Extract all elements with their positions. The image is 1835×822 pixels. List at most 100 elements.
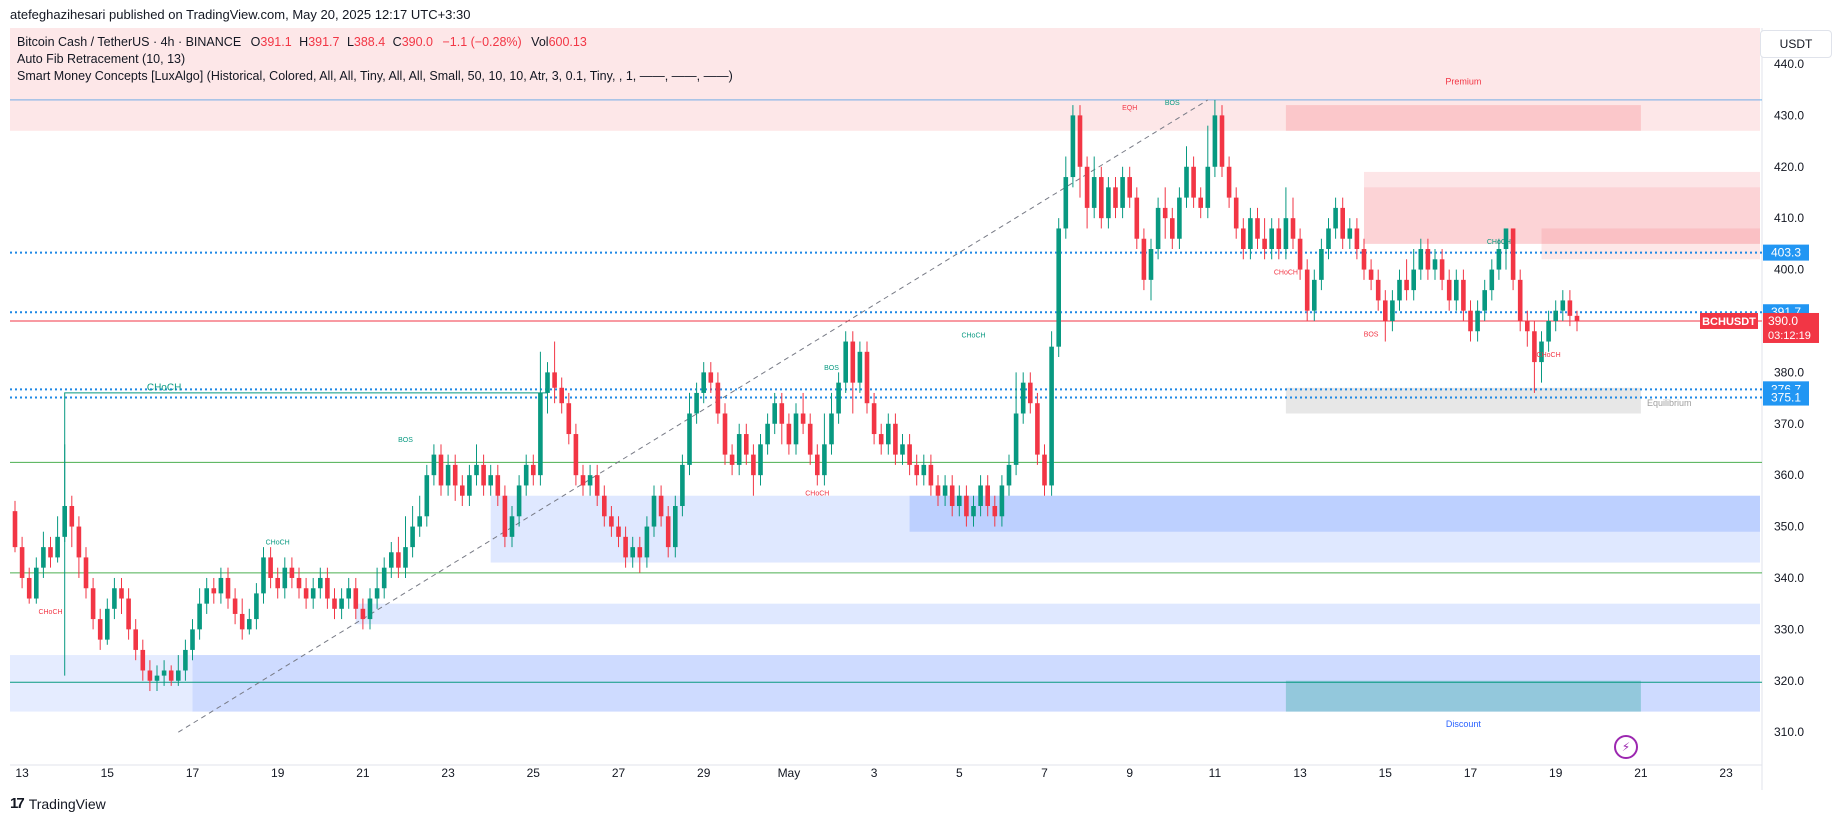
candle bbox=[417, 495, 422, 537]
candle bbox=[431, 444, 437, 486]
candle-body bbox=[225, 577, 231, 599]
candle-body bbox=[538, 392, 543, 476]
candle bbox=[751, 444, 756, 496]
candle bbox=[602, 485, 607, 527]
candle bbox=[822, 413, 827, 486]
time-tick-label: 15 bbox=[101, 766, 115, 780]
candle bbox=[992, 495, 998, 527]
legend-low-label: L bbox=[346, 35, 354, 49]
candle bbox=[19, 536, 25, 589]
candle-body bbox=[1319, 249, 1324, 280]
candle bbox=[1567, 290, 1573, 327]
candle-body bbox=[800, 413, 806, 424]
symbol-tag-label: BCHUSDT bbox=[1702, 316, 1756, 328]
candle-body bbox=[296, 577, 302, 589]
price-tick-label: 330.0 bbox=[1774, 622, 1804, 636]
candle bbox=[1411, 249, 1416, 301]
candle-body bbox=[609, 516, 614, 527]
candle bbox=[1368, 259, 1374, 291]
candle bbox=[105, 598, 110, 645]
time-tick-label: 13 bbox=[15, 766, 29, 780]
candle-body bbox=[1198, 197, 1203, 208]
legend-low: 388.4 bbox=[353, 35, 386, 49]
candle bbox=[1063, 156, 1069, 239]
smc-label: CHoCH bbox=[1274, 270, 1298, 277]
candle bbox=[353, 577, 359, 620]
candle bbox=[452, 454, 458, 501]
candle-body bbox=[999, 485, 1005, 517]
candle bbox=[594, 464, 600, 507]
candle-body bbox=[495, 475, 501, 496]
price-tick-label: 370.0 bbox=[1774, 417, 1804, 431]
smc-label: CHoCH bbox=[1537, 352, 1561, 359]
candle-body bbox=[1042, 454, 1047, 486]
candle bbox=[247, 608, 252, 635]
time-tick-label: 9 bbox=[1126, 766, 1133, 780]
candle-body bbox=[1099, 177, 1104, 219]
candle bbox=[360, 598, 366, 630]
candle bbox=[232, 588, 238, 625]
candle bbox=[460, 475, 465, 507]
legend-indicator-fib[interactable]: Auto Fib Retracement (10, 13) bbox=[17, 52, 186, 66]
legend-volume: 600.13 bbox=[548, 35, 587, 49]
legend-close: 390.0 bbox=[401, 35, 433, 49]
candle-body bbox=[275, 577, 280, 589]
candle-body bbox=[1560, 300, 1566, 311]
candle-body bbox=[232, 598, 238, 614]
candle bbox=[1106, 177, 1111, 229]
candle bbox=[55, 516, 60, 563]
candle bbox=[793, 403, 799, 455]
time-tick-label: 19 bbox=[271, 766, 285, 780]
candle-body bbox=[105, 608, 110, 640]
candle-body bbox=[531, 464, 536, 476]
candle bbox=[949, 475, 955, 517]
candle bbox=[154, 665, 160, 692]
candle bbox=[1489, 259, 1495, 301]
candle-body bbox=[1212, 115, 1218, 167]
currency-button[interactable]: USDT bbox=[1760, 30, 1832, 58]
candle bbox=[765, 413, 770, 455]
candle bbox=[48, 536, 53, 568]
candle bbox=[545, 362, 550, 414]
candle bbox=[339, 588, 344, 620]
legend-indicator-smc[interactable]: Smart Money Concepts [LuxAlgo] (Historic… bbox=[17, 69, 733, 83]
candle-body bbox=[1070, 115, 1076, 178]
candle-body bbox=[1539, 341, 1544, 363]
candle-body bbox=[523, 464, 529, 486]
candle-body bbox=[445, 464, 451, 486]
candle bbox=[1028, 372, 1033, 414]
candle bbox=[1155, 197, 1161, 260]
candle-body bbox=[97, 619, 103, 640]
price-tick-label: 430.0 bbox=[1774, 108, 1804, 122]
candle bbox=[673, 495, 678, 558]
candle-body bbox=[744, 434, 749, 455]
candle bbox=[34, 557, 39, 604]
candle bbox=[1517, 269, 1523, 332]
candle bbox=[1319, 238, 1324, 291]
candle-body bbox=[268, 557, 273, 578]
candle-body bbox=[133, 629, 138, 650]
legend-symbol[interactable]: Bitcoin Cash / TetherUS · 4h · BINANCE bbox=[17, 35, 242, 49]
candle-body bbox=[318, 577, 323, 589]
price-tick-label: 400.0 bbox=[1774, 263, 1804, 277]
candle bbox=[1148, 238, 1154, 301]
candle-body bbox=[1368, 269, 1374, 280]
candle-body bbox=[992, 506, 998, 517]
candle-body bbox=[1567, 300, 1573, 316]
candle-body bbox=[942, 485, 948, 496]
time-tick-label: 17 bbox=[186, 766, 200, 780]
lightning-icon[interactable]: ⚡ bbox=[1614, 735, 1638, 759]
candle-body bbox=[765, 423, 770, 445]
symbol-tag bbox=[1700, 312, 1758, 329]
candle bbox=[587, 464, 593, 496]
candle-body bbox=[914, 464, 919, 476]
price-axis: 403.3391.7376.7375.1310.0320.0330.0340.0… bbox=[1700, 57, 1819, 739]
candle-body bbox=[211, 588, 217, 594]
candle-body bbox=[1241, 228, 1246, 250]
price-level-tag bbox=[1763, 389, 1809, 406]
candle-body bbox=[850, 341, 856, 383]
candle-body bbox=[1404, 279, 1409, 291]
candle bbox=[516, 475, 522, 527]
candle-body bbox=[1205, 166, 1211, 208]
